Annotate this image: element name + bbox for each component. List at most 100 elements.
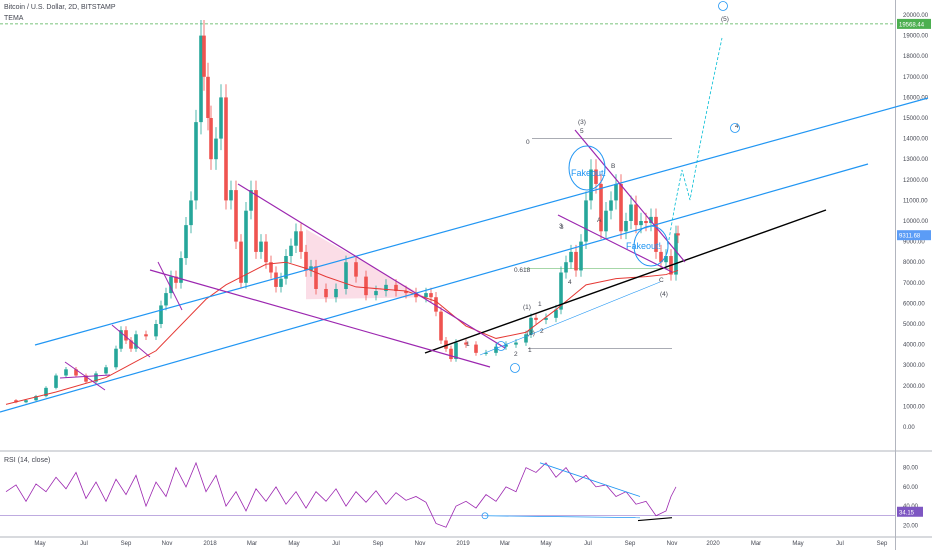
candle-body — [619, 183, 623, 232]
annotation-fakeout-2: Fakeout! — [626, 241, 661, 251]
wave-label: (5) — [721, 16, 729, 23]
candle-body — [134, 334, 138, 349]
candle-body — [154, 324, 158, 337]
price-tick-label: 18000.00 — [903, 54, 929, 60]
black-support-line — [424, 209, 827, 354]
candle-body — [654, 216, 658, 252]
candle-body — [314, 266, 318, 289]
time-tick-label: Sep — [625, 541, 636, 547]
price-tick-label: 4000.00 — [903, 343, 925, 349]
rsi-divergence-top — [539, 462, 641, 497]
time-tick-label: Jul — [332, 541, 340, 547]
purple-down-channel-top — [237, 183, 506, 349]
candle-body — [64, 369, 68, 376]
wave-circle-2 — [510, 363, 520, 373]
candle-body — [94, 373, 98, 382]
wave-label: (4) — [660, 291, 668, 298]
candle-body — [604, 210, 608, 232]
high-price-badge — [897, 18, 931, 29]
time-tick-label: 2018 — [203, 541, 217, 547]
wave-circle-1 — [496, 341, 506, 351]
candle-body — [144, 334, 148, 337]
candle-body — [529, 317, 533, 335]
upper-blue-trendline — [34, 97, 929, 346]
wave-label: (3) — [578, 119, 586, 126]
candle-body — [659, 251, 663, 263]
wave-label: (1) — [523, 304, 531, 311]
candle-body — [119, 330, 123, 349]
candle-body — [214, 138, 218, 160]
thin-blue-projection — [479, 281, 661, 356]
candle-body — [454, 342, 458, 360]
rsi-support-line — [637, 517, 673, 522]
time-tick-label: Nov — [162, 541, 173, 547]
candle-body — [444, 340, 448, 349]
time-tick-label: Jul — [836, 541, 844, 547]
price-tick-label: 13000.00 — [903, 157, 929, 163]
price-tick-label: 3000.00 — [903, 363, 925, 369]
rsi-tick-label: 80.00 — [903, 466, 919, 472]
candle-body — [229, 190, 233, 201]
wave-label: 1 — [528, 347, 532, 354]
price-tick-label: 15000.00 — [903, 116, 929, 122]
candle-body — [206, 76, 210, 118]
candle-body — [159, 305, 163, 324]
price-tick-label: 6000.00 — [903, 301, 925, 307]
candle-body — [464, 342, 468, 345]
candle-body — [202, 35, 206, 77]
rsi-current-badge — [897, 506, 923, 517]
wave-label: C — [659, 277, 664, 284]
candle-body — [244, 210, 248, 283]
wave-label: 0.618 — [514, 267, 531, 274]
wave-label: 4 — [735, 123, 739, 130]
candle-body — [169, 276, 173, 294]
price-tick-label: 17000.00 — [903, 75, 929, 81]
price-pane — [0, 0, 895, 450]
candle-body — [324, 288, 328, 298]
candle-body — [584, 200, 588, 242]
candle-body — [629, 204, 633, 221]
candle-body — [234, 190, 238, 242]
candle-body — [624, 221, 628, 232]
rsi-current-label: 34.15 — [899, 510, 915, 516]
candle-body — [104, 367, 108, 374]
candle-body — [259, 241, 263, 252]
purple-down-channel-bottom — [149, 269, 491, 368]
candle-body — [649, 216, 653, 224]
price-tick-label: 14000.00 — [903, 137, 929, 143]
annotation-fakeout-1: Fakeout! — [571, 168, 606, 178]
time-tick-label: 2020 — [706, 541, 720, 547]
wave-label: 1 — [538, 301, 542, 308]
rsi-marker — [481, 512, 489, 520]
time-tick-label: Nov — [667, 541, 678, 547]
candle-body — [194, 122, 198, 201]
current-price-badge — [897, 230, 931, 241]
candle-body — [424, 293, 428, 298]
candle-body — [239, 241, 243, 283]
candle-body — [44, 387, 48, 397]
candle-body — [264, 241, 268, 263]
time-tick-label: Sep — [373, 541, 384, 547]
time-tick-label: May — [540, 541, 551, 547]
wave-circle-3 — [718, 1, 728, 11]
candle-body — [554, 309, 558, 318]
wave-label: 2 — [514, 351, 518, 358]
candle-body — [614, 183, 618, 201]
candle-body — [674, 233, 678, 275]
purple-wedge-top — [574, 129, 686, 263]
price-tick-label: 16000.00 — [903, 95, 929, 101]
fakeout-circle-1 — [568, 145, 606, 191]
time-tick-label: Sep — [877, 541, 888, 547]
time-tick-label: Mar — [751, 541, 761, 547]
rsi-tick-label: 60.00 — [903, 485, 919, 491]
lower-blue-trendline — [0, 163, 869, 413]
wave-label: 3 — [559, 223, 563, 230]
candle-body — [179, 258, 183, 283]
candle-body — [574, 251, 578, 271]
candle-body — [84, 375, 88, 382]
price-tick-label: 5000.00 — [903, 322, 925, 328]
candle-body — [174, 276, 178, 283]
wave-label: B — [611, 163, 615, 170]
time-tick-label: May — [792, 541, 803, 547]
